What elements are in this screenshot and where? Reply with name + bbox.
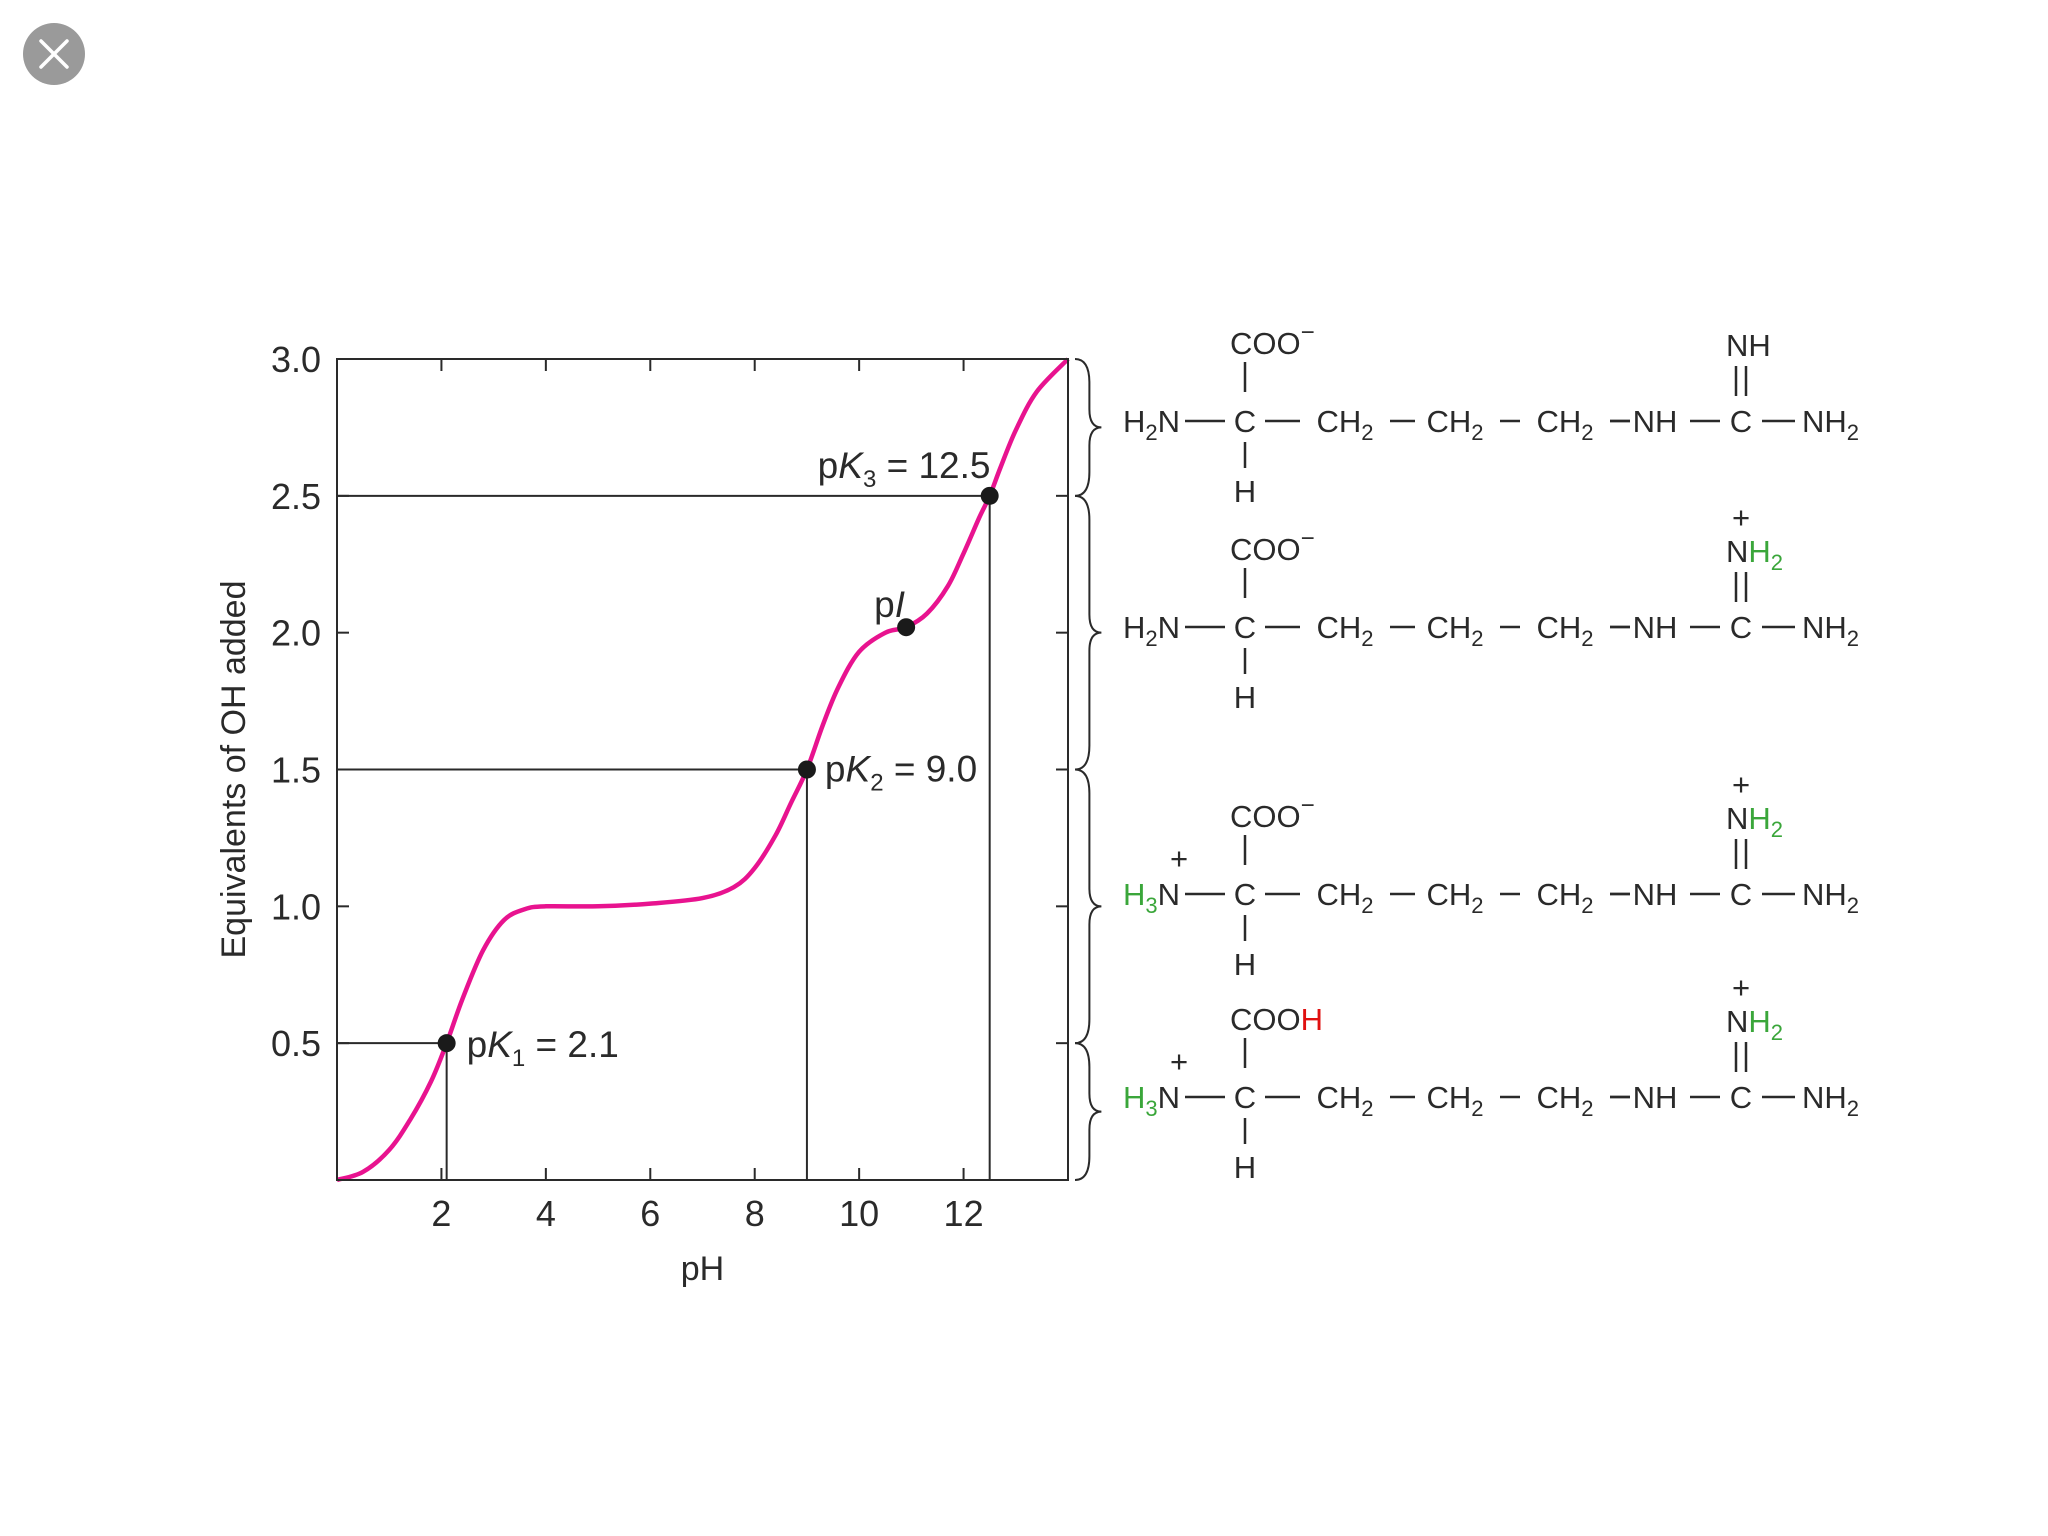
- range-brace: [1074, 768, 1102, 1045]
- x-tick-label: 10: [839, 1193, 879, 1234]
- guide-lines: [337, 494, 991, 1180]
- x-tick-label: 12: [944, 1193, 984, 1234]
- side-chain-ch2: CH2: [1316, 610, 1373, 651]
- alpha-hydrogen: H: [1234, 947, 1256, 982]
- y-tick-label: 2.0: [271, 613, 321, 654]
- pk2-label: pK2 = 9.0: [825, 749, 977, 797]
- alpha-carbon: C: [1234, 877, 1256, 912]
- side-chain-ch2: CH2: [1316, 1080, 1373, 1121]
- side-chain-nh: NH: [1633, 1080, 1678, 1115]
- alpha-amino-group: H3N: [1123, 1080, 1180, 1121]
- side-chain-ch2: CH2: [1536, 1080, 1593, 1121]
- alpha-charge: +: [1170, 1044, 1188, 1079]
- pk3-label: pK3 = 12.5: [818, 445, 991, 493]
- key-points: [437, 486, 999, 1053]
- y-tick-label: 0.5: [271, 1023, 321, 1064]
- guanidino-top-group: NH: [1726, 328, 1771, 363]
- x-tick-label: 6: [640, 1193, 660, 1234]
- pi-label: pI: [874, 584, 905, 625]
- carboxyl-group: COOH: [1230, 1002, 1323, 1037]
- alpha-hydrogen: H: [1234, 1150, 1256, 1185]
- alpha-amino-group: H3N: [1123, 877, 1180, 918]
- guanidino-top-group: NH2: [1726, 801, 1783, 842]
- side-chain-ch2: CH2: [1316, 877, 1373, 918]
- close-button[interactable]: [23, 23, 85, 85]
- alpha-charge: +: [1170, 841, 1188, 876]
- y-tick-label: 2.5: [271, 476, 321, 517]
- carboxyl-group: COO−: [1230, 792, 1315, 834]
- range-brace: [1074, 358, 1102, 497]
- guanidino-carbon: C: [1730, 404, 1752, 439]
- guanidino-charge: +: [1732, 500, 1750, 535]
- alpha-carbon: C: [1234, 404, 1256, 439]
- alpha-hydrogen: H: [1234, 680, 1256, 715]
- alpha-hydrogen: H: [1234, 474, 1256, 509]
- guanidino-top-group: NH2: [1726, 1004, 1783, 1045]
- side-chain-ch2: CH2: [1536, 404, 1593, 445]
- guanidino-carbon: C: [1730, 1080, 1752, 1115]
- range-brace: [1074, 1042, 1102, 1181]
- alpha-amino-group: H2N: [1123, 404, 1180, 445]
- side-chain-nh: NH: [1633, 404, 1678, 439]
- x-axis-label: pH: [681, 1250, 724, 1288]
- guanidino-top-group: NH2: [1726, 534, 1783, 575]
- guanidino-nh2: NH2: [1802, 1080, 1859, 1121]
- carboxyl-group: COO−: [1230, 319, 1315, 361]
- x-tick-label: 4: [536, 1193, 556, 1234]
- side-chain-ch2: CH2: [1536, 877, 1593, 918]
- y-axis-label: Equivalents of OH added: [215, 580, 253, 958]
- y-tick-label: 1.5: [271, 750, 321, 791]
- y-tick-label: 1.0: [271, 886, 321, 927]
- guanidino-charge: +: [1732, 970, 1750, 1005]
- guanidino-charge: +: [1732, 767, 1750, 802]
- range-brace: [1074, 494, 1102, 771]
- guanidino-nh2: NH2: [1802, 404, 1859, 445]
- guanidino-carbon: C: [1730, 877, 1752, 912]
- brace-connectors: [1074, 358, 1102, 1181]
- pk1-label: pK1 = 2.1: [467, 1024, 619, 1072]
- guanidino-nh2: NH2: [1802, 610, 1859, 651]
- key-point: [797, 760, 816, 779]
- side-chain-ch2: CH2: [1426, 1080, 1483, 1121]
- x-tick-label: 2: [431, 1193, 451, 1234]
- side-chain-nh: NH: [1633, 877, 1678, 912]
- side-chain-ch2: CH2: [1316, 404, 1373, 445]
- guanidino-carbon: C: [1730, 610, 1752, 645]
- side-chain-ch2: CH2: [1426, 877, 1483, 918]
- key-point: [897, 618, 916, 637]
- alpha-carbon: C: [1234, 1080, 1256, 1115]
- key-point: [437, 1034, 456, 1053]
- y-tick-label: 3.0: [271, 339, 321, 380]
- guanidino-nh2: NH2: [1802, 877, 1859, 918]
- titration-curve: [336, 357, 1070, 1183]
- x-tick-label: 8: [745, 1193, 765, 1234]
- close-icon: [39, 39, 69, 69]
- x-axis-ticks: 2 4 6 8 10 12: [431, 359, 984, 1234]
- alpha-carbon: C: [1234, 610, 1256, 645]
- key-point: [980, 486, 999, 505]
- carboxyl-group: COO−: [1230, 525, 1315, 567]
- alpha-amino-group: H2N: [1123, 610, 1180, 651]
- side-chain-ch2: CH2: [1536, 610, 1593, 651]
- side-chain-ch2: CH2: [1426, 404, 1483, 445]
- titration-chart: 2 4 6 8 10 12 0.5 1.0 1.5 2.0 2.5 3.0 pH Equivalen…: [215, 339, 1070, 1288]
- side-chain-nh: NH: [1633, 610, 1678, 645]
- side-chain-ch2: CH2: [1426, 610, 1483, 651]
- y-axis-ticks: 0.5 1.0 1.5 2.0 2.5 3.0: [271, 339, 1068, 1064]
